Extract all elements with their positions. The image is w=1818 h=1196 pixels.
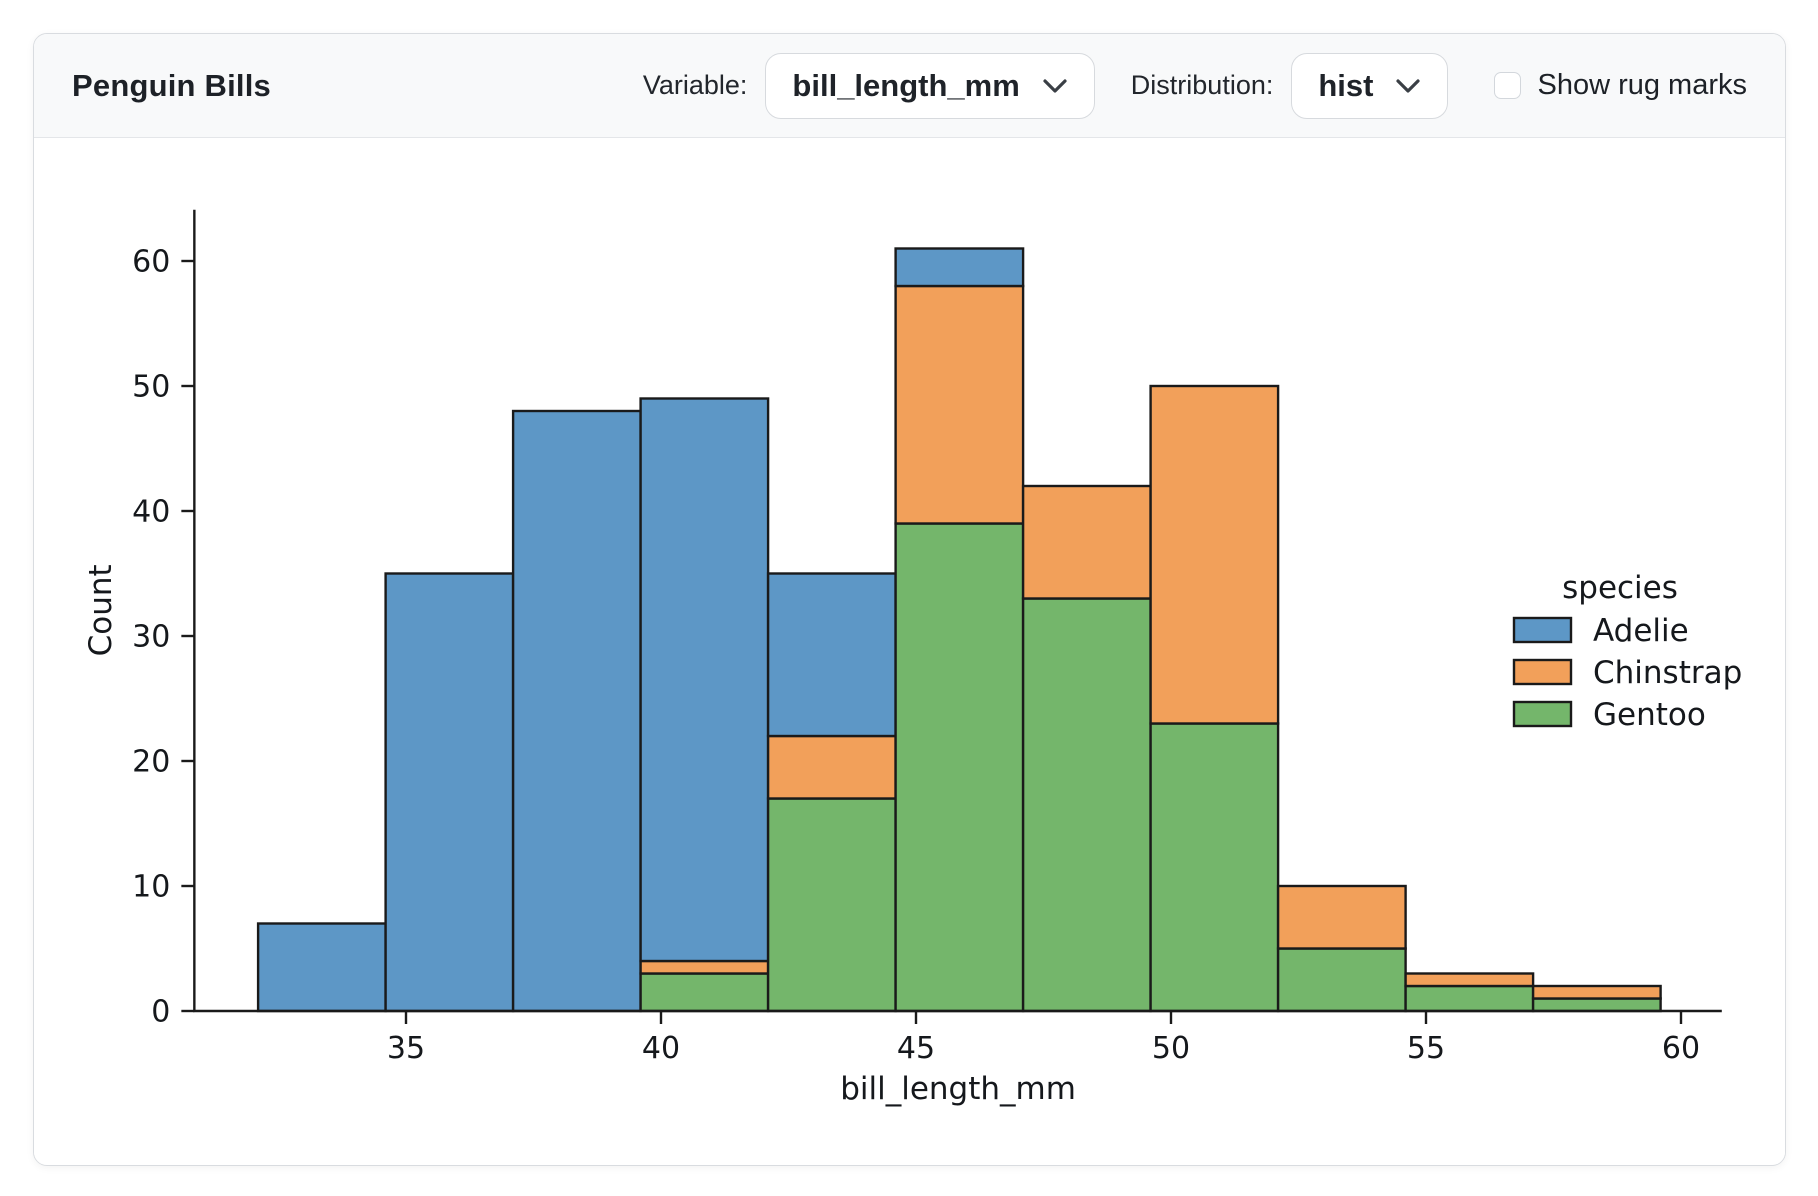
legend-label-chinstrap: Chinstrap [1593, 655, 1742, 691]
legend-label-gentoo: Gentoo [1593, 697, 1706, 733]
bars [256, 247, 1662, 1013]
y-tick-label: 10 [132, 870, 170, 905]
x-tick-label: 60 [1662, 1031, 1700, 1066]
legend-swatch-chinstrap [1512, 658, 1573, 686]
show-rug-label: Show rug marks [1537, 69, 1747, 101]
bar-segment-chinstrap [1021, 484, 1152, 600]
bar-segment-gentoo [1276, 947, 1407, 1013]
page-title: Penguin Bills [72, 67, 271, 103]
distribution-select-value: hist [1318, 67, 1374, 103]
show-rug-toggle[interactable]: Show rug marks [1494, 69, 1747, 102]
bar-segment-chinstrap [1531, 984, 1662, 1000]
bar-segment-adelie [384, 572, 515, 1013]
y-tick-label: 40 [132, 495, 170, 530]
bar-segment-adelie [766, 572, 897, 738]
chevron-down-icon [1396, 78, 1421, 93]
legend: species Adelie Chinstrap Gentoo [1512, 570, 1742, 733]
x-tick-label: 55 [1407, 1031, 1445, 1066]
distribution-label: Distribution: [1130, 70, 1274, 100]
legend-swatch-adelie [1512, 616, 1573, 644]
bar-segment-adelie [511, 409, 642, 1013]
bar-segment-gentoo [1021, 597, 1152, 1013]
bar-segment-gentoo [1531, 997, 1662, 1013]
bar-segment-chinstrap [1149, 384, 1280, 725]
bar-segment-chinstrap [1276, 884, 1407, 950]
x-axis: 35 40 45 50 55 60 [387, 1011, 1700, 1066]
card-header: Penguin Bills Variable: bill_length_mm D… [34, 34, 1785, 138]
x-tick-label: 35 [387, 1031, 425, 1066]
bar-segment-gentoo [1149, 722, 1280, 1013]
bar-segment-chinstrap [1404, 972, 1535, 988]
y-tick-label: 60 [132, 245, 170, 280]
chart-area: 35 40 45 50 55 60 0 10 20 30 40 50 60 bill_length_mm C… [34, 138, 1785, 1164]
bar-segment-chinstrap [639, 959, 770, 975]
bar-segment-adelie [639, 397, 770, 963]
bar-segment-gentoo [1404, 984, 1535, 1013]
legend-label-adelie: Adelie [1593, 613, 1689, 649]
show-rug-checkbox[interactable] [1494, 72, 1522, 99]
distribution-select[interactable]: hist [1291, 52, 1449, 119]
bar-segment-chinstrap [894, 284, 1025, 525]
x-tick-label: 50 [1152, 1031, 1190, 1066]
y-tick-label: 30 [132, 620, 170, 655]
y-axis: 0 10 20 30 40 50 60 [132, 245, 195, 1030]
variable-select-value: bill_length_mm [792, 67, 1020, 103]
legend-swatch-gentoo [1512, 700, 1573, 728]
y-tick-label: 50 [132, 370, 170, 405]
y-tick-label: 20 [132, 745, 170, 780]
bar-segment-gentoo [639, 972, 770, 1013]
bar-segment-gentoo [894, 522, 1025, 1013]
penguin-bills-card: Penguin Bills Variable: bill_length_mm D… [33, 33, 1786, 1166]
legend-title: species [1562, 570, 1678, 606]
x-tick-label: 40 [642, 1031, 680, 1066]
bar-segment-chinstrap [766, 734, 897, 800]
y-axis-label: Count [83, 564, 119, 656]
header-controls: Variable: bill_length_mm Distribution: h… [642, 52, 1747, 119]
bar-segment-adelie [256, 922, 387, 1013]
variable-select[interactable]: bill_length_mm [765, 52, 1095, 119]
bar-segment-adelie [894, 247, 1025, 288]
histogram-chart: 35 40 45 50 55 60 0 10 20 30 40 50 60 bill_length_mm C… [83, 209, 1742, 1107]
variable-label: Variable: [642, 70, 748, 100]
bar-segment-gentoo [766, 797, 897, 1013]
x-tick-label: 45 [897, 1031, 935, 1066]
y-tick-label: 0 [151, 995, 170, 1030]
chevron-down-icon [1043, 78, 1067, 93]
x-axis-label: bill_length_mm [840, 1071, 1076, 1107]
